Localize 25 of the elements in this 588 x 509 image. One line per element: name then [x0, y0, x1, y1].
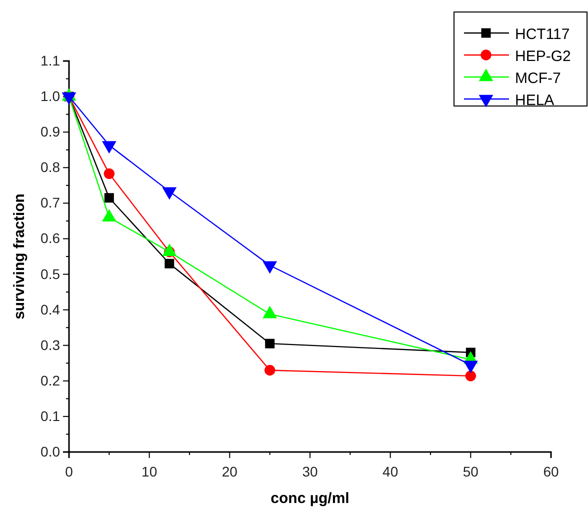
x-tick-label: 60 — [543, 463, 559, 480]
legend-label: MCF-7 — [515, 70, 561, 87]
y-tick-label: 0.9 — [40, 124, 60, 140]
x-tick-label: 50 — [462, 463, 479, 480]
legend-label: HELA — [515, 92, 554, 109]
y-tick-label: 0.5 — [40, 266, 60, 282]
y-tick-label: 0.2 — [40, 372, 60, 388]
x-tick-label: 0 — [65, 463, 74, 480]
y-tick-label: 0.4 — [40, 301, 60, 318]
y-tick-label: 0.8 — [40, 159, 60, 176]
x-tick-label: 10 — [142, 463, 158, 480]
x-tick-label: 40 — [382, 463, 398, 480]
y-tick-label: 0.6 — [40, 230, 60, 246]
y-axis-title: surviving fraction — [11, 194, 28, 320]
y-tick-label: 1.0 — [40, 88, 60, 104]
y-tick-label: 1.1 — [40, 52, 60, 68]
y-tick-label: 0.0 — [40, 443, 60, 460]
y-tick-label: 0.3 — [40, 336, 60, 353]
x-axis-title: conc µg/ml — [270, 490, 350, 507]
y-tick-label: 0.1 — [40, 408, 60, 424]
x-tick-label: 30 — [302, 463, 318, 480]
y-tick-label: 0.7 — [40, 194, 60, 211]
x-tick-label: 20 — [222, 463, 238, 480]
legend-label: HEP-G2 — [515, 48, 571, 65]
legend-label: HCT117 — [515, 26, 570, 43]
